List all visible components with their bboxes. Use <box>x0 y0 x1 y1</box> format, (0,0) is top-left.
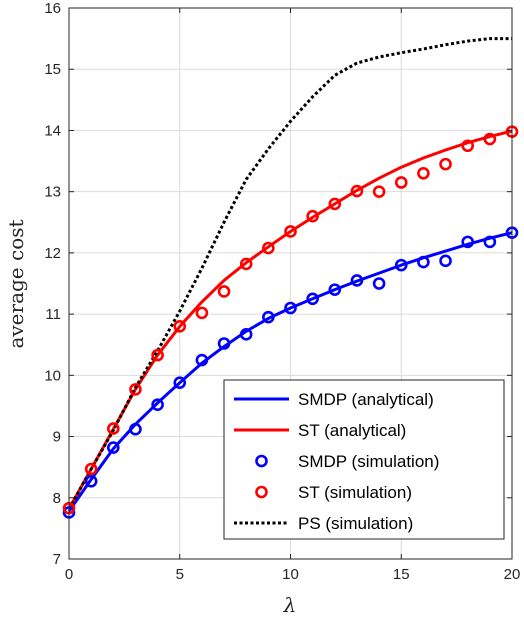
y-tick-label: 8 <box>53 490 61 507</box>
x-tick-label: 10 <box>282 566 299 583</box>
series-2-point <box>350 274 364 287</box>
series-3-point <box>372 185 386 198</box>
series-3-point <box>84 462 98 476</box>
x-tick-label: 0 <box>65 566 73 583</box>
y-tick-label: 12 <box>44 245 61 262</box>
series-layer <box>62 37 519 519</box>
series-3-point <box>151 348 164 362</box>
series-2-point <box>417 255 430 269</box>
series-3-point <box>350 184 364 198</box>
y-tick-label: 16 <box>44 0 61 17</box>
series-2-point <box>372 277 386 290</box>
y-tick-label: 7 <box>53 551 61 568</box>
series-line-0 <box>67 231 513 513</box>
legend-box <box>223 379 505 540</box>
legend-label-1: ST (analytical) <box>298 421 406 440</box>
legend-label-2: SMDP (simulation) <box>298 452 439 471</box>
series-3-point <box>306 209 319 223</box>
series-3-point <box>217 285 231 298</box>
legend-label-4: PS (simulation) <box>298 514 413 533</box>
x-tick-label: 15 <box>393 566 410 583</box>
series-2-point <box>461 235 475 249</box>
y-tick-label: 13 <box>44 184 61 201</box>
series-2-point <box>262 310 275 324</box>
series-2-point <box>483 235 497 249</box>
legend-label-3: ST (simulation) <box>298 483 412 502</box>
legend-swatch-3 <box>255 485 268 499</box>
series-2-point <box>151 398 164 412</box>
x-axis-label: λ <box>283 593 297 617</box>
series-3-point <box>461 139 475 153</box>
series-3-point <box>173 320 187 333</box>
series-3-point <box>328 197 342 211</box>
series-3-point <box>239 257 253 271</box>
legend-label-0: SMDP (analytical) <box>298 390 434 409</box>
series-line-4 <box>67 37 512 510</box>
x-tick-label: 5 <box>176 566 184 583</box>
series-3-point <box>107 422 120 435</box>
series-2-point <box>195 353 209 367</box>
series-3-point <box>417 167 430 180</box>
y-tick-label: 9 <box>53 429 61 446</box>
series-2-point <box>439 254 452 268</box>
series-2-point <box>306 292 319 306</box>
series-2-point <box>84 474 98 488</box>
series-2-point <box>173 376 187 389</box>
series-3-point <box>284 225 297 238</box>
y-tick-label: 15 <box>44 61 61 78</box>
y-tick-label: 11 <box>45 306 61 323</box>
series-3-point <box>394 176 408 189</box>
series-3-point <box>129 383 142 396</box>
y-tick-label: 10 <box>44 367 61 384</box>
legend: SMDP (analytical) ST (analytical) SMDP (si… <box>223 379 505 540</box>
series-2-point <box>217 337 231 350</box>
series-2-point <box>284 301 297 315</box>
x-tick-label: 20 <box>504 566 521 583</box>
series-2-point <box>129 422 142 436</box>
series-2-point <box>328 283 342 296</box>
series-2-point <box>239 328 253 341</box>
series-3-point <box>483 132 497 146</box>
series-2-point <box>107 441 120 454</box>
y-tick-label: 14 <box>44 122 61 139</box>
series-3-point <box>439 157 452 171</box>
series-3-point <box>195 306 209 320</box>
series-2-point <box>394 258 408 272</box>
series-3-point <box>262 241 275 255</box>
y-axis-label: average cost <box>4 219 28 348</box>
legend-swatch-2 <box>255 454 268 468</box>
axis-ticks: 0 5 10 15 20 7 8 9 10 11 12 13 14 15 16 <box>44 0 520 583</box>
